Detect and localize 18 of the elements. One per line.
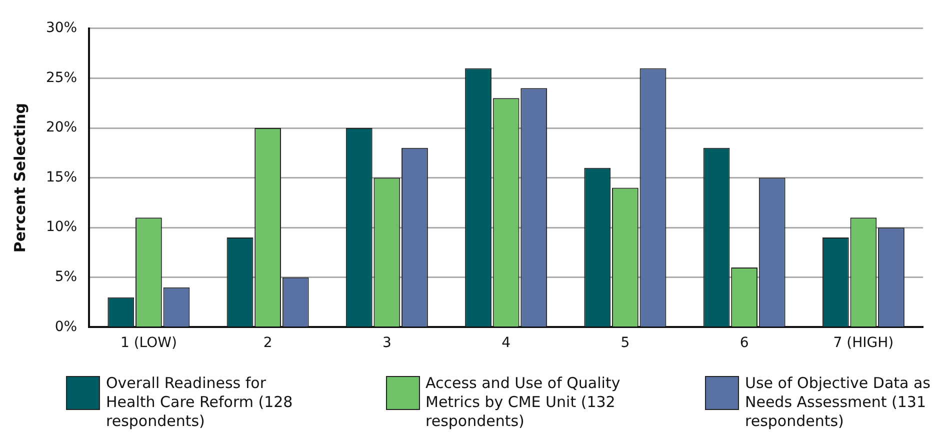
x-tick-label: 5: [620, 335, 630, 352]
x-tick-label: 4: [502, 335, 511, 352]
y-tick-label: 25%: [46, 70, 78, 86]
x-tick-label: 7 (HIGH): [833, 335, 894, 352]
legend-label: Overall Readiness for Health Care Reform (128 respondents): [106, 374, 294, 431]
legend-label: Use of Objective Data as Needs Assessment (131 respondents): [745, 374, 932, 431]
x-tick-label: 1 (LOW): [120, 335, 177, 352]
y-tick-label: 15%: [46, 169, 78, 186]
y-tick-label: 0%: [54, 318, 78, 335]
legend-label: Access and Use of Quality Metrics by CME Unit (132 respondents): [426, 374, 622, 431]
y-tick-label: 5%: [54, 269, 78, 286]
y-axis-title: Percent Selecting: [10, 102, 29, 253]
y-tick-label: 20%: [46, 120, 78, 136]
y-tick-label: 30%: [46, 20, 78, 36]
x-tick-label: 6: [740, 335, 749, 352]
x-tick-label: 3: [382, 335, 392, 352]
x-tick-label: 2: [263, 335, 272, 352]
y-tick-label: 10%: [46, 219, 78, 236]
